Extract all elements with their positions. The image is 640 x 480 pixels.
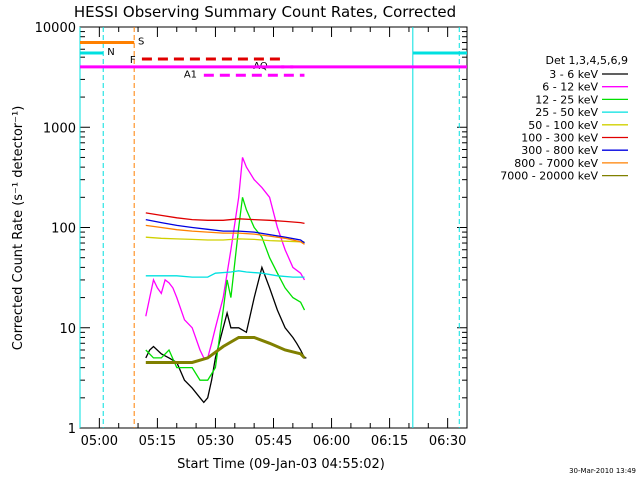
legend-label: 100 - 300 keV [521, 132, 598, 145]
x-tick-label: 05:15 [139, 434, 176, 449]
legend-label: 800 - 7000 keV [514, 157, 598, 170]
x-tick-label: 06:00 [313, 434, 350, 449]
x-axis-ticks: 05:00 05:15 05:30 05:45 06:00 06:15 06:30 [79, 27, 468, 449]
chart-title: HESSI Observing Summary Count Rates, Cor… [74, 3, 456, 21]
series-line [145, 212, 305, 225]
y-axis-ticks: 1 10 100 1000 10000 [35, 21, 467, 437]
legend-label: 12 - 25 keV [535, 93, 598, 106]
x-tick-label: 05:30 [197, 434, 234, 449]
event-vertical-lines [79, 27, 460, 428]
series-line [145, 224, 305, 245]
y-axis-label: Corrected Count Rate (s⁻¹ detector⁻¹) [11, 106, 26, 351]
series-line [145, 270, 305, 278]
x-tick-label: 05:45 [255, 434, 292, 449]
legend-label: 50 - 100 keV [528, 119, 598, 132]
legend-label: 6 - 12 keV [542, 81, 598, 94]
y-tick-label: 100 [51, 222, 76, 237]
y-tick-label: 10000 [35, 21, 76, 36]
flag-bars: SNFAQA1 [80, 37, 467, 80]
x-tick-label: 06:30 [429, 434, 466, 449]
plot-frame [79, 26, 468, 429]
footer-timestamp: 30-Mar-2010 13:49 [569, 467, 636, 475]
x-tick-label: 05:00 [81, 434, 118, 449]
legend-label: 3 - 6 keV [549, 68, 598, 81]
flag-label: S [138, 37, 144, 48]
series-lines [145, 157, 307, 404]
y-tick-label: 1 [68, 422, 76, 437]
series-line [145, 236, 305, 243]
legend-label: 7000 - 20000 keV [500, 170, 598, 183]
legend-label: 300 - 800 keV [521, 144, 598, 157]
y-tick-label: 1000 [43, 121, 76, 136]
flag-label: F [130, 55, 136, 66]
series-line [145, 336, 306, 364]
legend-title: Det 1,3,4,5,6,9 [545, 54, 628, 67]
flag-label: N [107, 47, 114, 58]
x-tick-label: 06:15 [371, 434, 408, 449]
flag-label: A1 [184, 69, 197, 80]
x-axis-label: Start Time (09-Jan-03 04:55:02) [177, 457, 385, 472]
series-line [145, 157, 306, 359]
y-tick-label: 10 [59, 322, 76, 337]
legend-label: 25 - 50 keV [535, 106, 598, 119]
series-line [145, 218, 305, 244]
